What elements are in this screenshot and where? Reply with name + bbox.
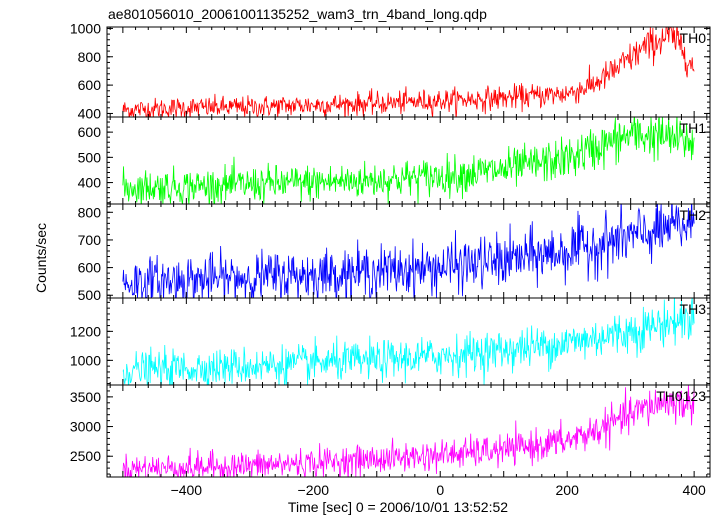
y-axis-label: Counts/sec xyxy=(33,223,49,293)
panel-th0123: 2500 3000 3500 TH0123 xyxy=(70,384,711,478)
series-line-th0123 xyxy=(122,385,695,477)
y-tick-label: 3500 xyxy=(70,389,101,405)
series-line-th2 xyxy=(122,204,695,298)
panel-th0: 400 600 800 1000 TH0 xyxy=(70,20,711,121)
y-tick-label: 800 xyxy=(78,49,102,65)
panel-th1: 400 500 600 TH1 xyxy=(78,116,711,205)
x-tick-label: 400 xyxy=(682,482,706,498)
series-label-th0123: TH0123 xyxy=(656,388,706,404)
panel-th2: 500 600 700 800 TH2 xyxy=(78,203,711,303)
y-tick-label: 600 xyxy=(78,77,102,93)
panels-group: 400 600 800 1000 TH0 400 500 600 TH1 500 600 700 800… xyxy=(70,20,711,498)
series-label-th3: TH3 xyxy=(680,301,707,317)
y-tick-label: 500 xyxy=(78,149,102,165)
y-tick-label: 400 xyxy=(78,175,102,191)
y-tick-label: 500 xyxy=(78,287,102,303)
series-line-th0 xyxy=(122,27,695,117)
y-tick-label: 1000 xyxy=(70,352,101,368)
series-line-th3 xyxy=(122,298,695,385)
series-line-th1 xyxy=(122,117,695,204)
x-tick-label: 0 xyxy=(436,482,444,498)
y-tick-label: 3000 xyxy=(70,419,101,435)
series-label-th2: TH2 xyxy=(680,207,707,223)
chart-title: ae801056010_20061001135252_wam3_trn_4ban… xyxy=(108,6,487,22)
y-tick-label: 600 xyxy=(78,124,102,140)
y-tick-label: 2500 xyxy=(70,448,101,464)
panel-frame xyxy=(106,384,711,478)
panel-frame xyxy=(106,116,711,205)
y-tick-label: 400 xyxy=(78,105,102,121)
series-label-th1: TH1 xyxy=(680,120,707,136)
x-tick-label: 200 xyxy=(556,482,580,498)
y-tick-label: 700 xyxy=(78,232,102,248)
panel-frame xyxy=(106,297,711,386)
x-tick-label: −200 xyxy=(298,482,330,498)
y-tick-label: 1000 xyxy=(70,20,101,36)
series-label-th0: TH0 xyxy=(680,30,707,46)
panel-th3: 1000 1200 TH3 xyxy=(70,297,711,386)
y-tick-label: 1200 xyxy=(70,323,101,339)
x-axis-label: Time [sec] 0 = 2006/10/01 13:52:52 xyxy=(288,499,508,515)
y-tick-label: 800 xyxy=(78,204,102,220)
y-tick-label: 600 xyxy=(78,260,102,276)
x-tick-label: −400 xyxy=(171,482,203,498)
